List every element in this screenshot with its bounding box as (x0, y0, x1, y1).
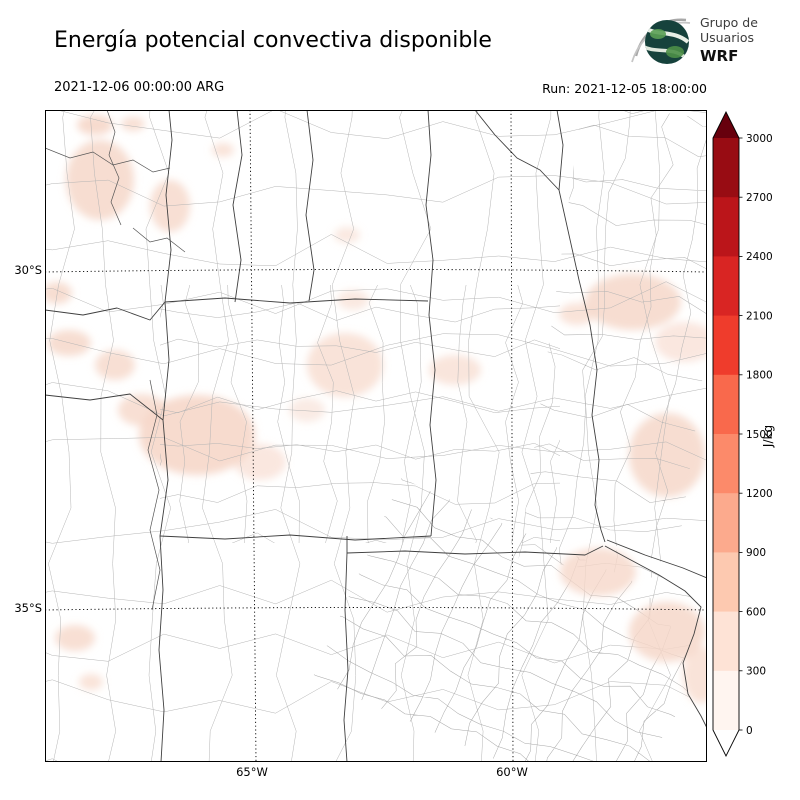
logo-line2: Usuarios (700, 30, 754, 45)
colorbar-segment (713, 315, 739, 376)
colorbar-tick-label: 2700 (746, 192, 773, 204)
colorbar-segment (713, 434, 739, 494)
colorbar-over-arrow (713, 112, 739, 138)
colorbar-tick-label: 3000 (746, 133, 773, 145)
wrf-logo: Grupo de Usuarios WRF (631, 15, 758, 65)
lat-label-35s: 35°S (14, 601, 42, 615)
cape-shading-coastal (560, 548, 707, 703)
colorbar-tick-label: 1200 (746, 488, 773, 500)
colorbar-tick-label: 1800 (746, 370, 773, 382)
colorbar-segment (713, 611, 739, 672)
latlon-gridlines (45, 110, 707, 762)
colorbar-segment (713, 670, 739, 731)
coastline (604, 539, 707, 729)
colorbar-unit-label: J/kg (761, 424, 776, 448)
colorbar-tick-label: 2100 (746, 310, 773, 322)
run-time-label: Run: 2021-12-05 18:00:00 (542, 81, 707, 96)
page-title: Energía potencial convectiva disponible (54, 28, 492, 53)
colorbar-segment (713, 197, 739, 257)
colorbar-segment (713, 138, 739, 198)
lat-label-30s: 30°S (14, 263, 42, 277)
colorbar-tick-label: 0 (746, 725, 753, 737)
colorbar-tick-label: 600 (746, 606, 766, 618)
colorbar-under-arrow (713, 730, 739, 756)
colorbar-tick-label: 300 (746, 666, 766, 678)
colorbar-segment (713, 256, 739, 317)
colorbar-segment (713, 374, 739, 435)
lon-label-60w: 60°W (496, 765, 528, 779)
lon-label-65w: 65°W (236, 765, 268, 779)
colorbar-tick-label: 1500 (746, 429, 773, 441)
department-mesh-lines (45, 110, 707, 762)
department-mesh (45, 110, 707, 762)
rivers (45, 110, 186, 611)
province-borders (45, 110, 606, 762)
colorbar-segment (713, 552, 739, 613)
department-mesh (160, 285, 560, 543)
map-border (45, 110, 707, 762)
cape-shading (45, 115, 707, 690)
colorbar-segment (713, 493, 739, 553)
colorbar-tick-label: 900 (746, 547, 766, 559)
colorbar-tick-label: 2400 (746, 251, 773, 263)
department-mesh-lines (160, 285, 560, 543)
map-panel (45, 110, 707, 762)
logo-line3: WRF (700, 47, 738, 65)
logo-line1: Grupo de (700, 15, 758, 30)
cape-map (45, 110, 707, 762)
valid-time-label: 2021-12-06 00:00:00 ARG (54, 80, 225, 95)
